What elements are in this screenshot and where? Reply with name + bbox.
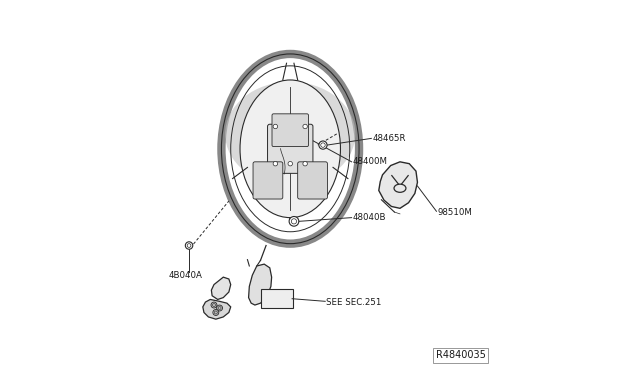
Text: 48040B: 48040B	[353, 213, 386, 222]
Text: SEE SEC.251: SEE SEC.251	[326, 298, 381, 307]
Circle shape	[319, 141, 327, 149]
Circle shape	[273, 124, 278, 129]
FancyBboxPatch shape	[298, 162, 328, 199]
Circle shape	[213, 310, 219, 315]
Circle shape	[288, 161, 292, 166]
Polygon shape	[203, 299, 231, 319]
Circle shape	[303, 124, 307, 129]
FancyBboxPatch shape	[253, 162, 283, 199]
Circle shape	[186, 242, 193, 249]
Circle shape	[216, 305, 223, 311]
Text: 48465R: 48465R	[372, 134, 406, 143]
Text: R4840035: R4840035	[436, 350, 486, 360]
FancyBboxPatch shape	[261, 289, 293, 308]
Circle shape	[273, 161, 278, 166]
Ellipse shape	[240, 80, 340, 218]
Circle shape	[289, 217, 299, 226]
Polygon shape	[248, 264, 271, 305]
FancyBboxPatch shape	[268, 124, 313, 173]
Polygon shape	[379, 162, 417, 208]
Polygon shape	[211, 277, 231, 299]
Text: 48400M: 48400M	[353, 157, 388, 166]
Circle shape	[211, 302, 217, 308]
Text: 98510M: 98510M	[438, 208, 472, 217]
Text: 4B040A: 4B040A	[168, 271, 202, 280]
Ellipse shape	[225, 82, 355, 186]
Circle shape	[303, 161, 307, 166]
FancyBboxPatch shape	[272, 114, 308, 147]
